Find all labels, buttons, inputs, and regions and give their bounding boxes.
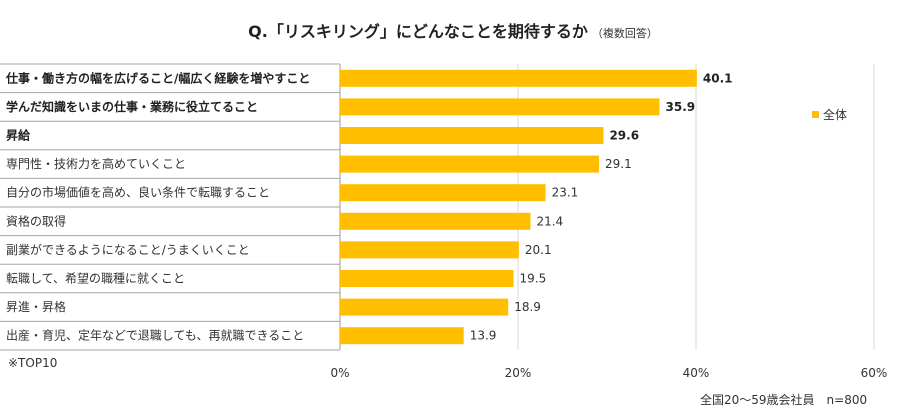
bar [340,241,519,259]
bar [340,98,660,116]
category-label: 仕事・働き方の幅を広げること/幅広く経験を増やすこと [5,70,310,85]
value-label: 35.9 [666,100,696,114]
value-label: 29.1 [605,157,632,171]
value-label: 29.6 [609,129,639,143]
bar [340,69,697,87]
value-label: 40.1 [703,71,733,85]
bar [340,127,604,144]
category-label: 昇進・昇格 [6,299,66,314]
value-label: 20.1 [525,243,552,257]
bar [340,327,464,345]
category-label: 副業ができるようになること/うまくいくこと [6,242,250,257]
category-label: 専門性・技術力を高めていくこと [6,156,186,171]
value-label: 18.9 [514,300,541,314]
chart-title: Q.「リスキリング」にどんなことを期待するか （複数回答） [0,18,906,42]
legend: 全体 [812,106,847,123]
category-label: 転職して、希望の職種に就くこと [6,271,185,286]
x-tick-label: 40% [683,366,710,380]
category-label: 自分の市場価値を高め、良い条件で転職すること [6,185,270,200]
bar [340,184,546,202]
sample-footnote: 全国20～59歳会社員 n=800 [700,393,868,407]
bar [340,212,531,230]
x-tick-label: 60% [861,366,888,380]
legend-label: 全体 [823,108,848,122]
bar [340,270,514,287]
value-label: 13.9 [470,329,497,343]
legend-swatch [812,111,819,118]
x-tick-label: 20% [505,366,532,380]
category-label: 学んだ知識をいまの仕事・業務に役立てること [6,99,258,114]
x-tick-label: 0% [330,366,349,380]
category-label: 資格の取得 [6,213,66,228]
category-label: 昇給 [6,128,31,143]
bar [340,298,509,316]
top10-note: ※TOP10 [8,356,58,370]
bar [340,155,599,173]
value-label: 21.4 [536,214,563,228]
category-label: 出産・育児、定年などで退職しても、再就職できること [6,328,304,343]
value-label: 19.5 [520,272,547,286]
chart-subtitle: （複数回答） [591,27,658,40]
value-label: 23.1 [552,186,579,200]
chart-title-text: Q.「リスキリング」にどんなことを期待するか [248,22,588,41]
